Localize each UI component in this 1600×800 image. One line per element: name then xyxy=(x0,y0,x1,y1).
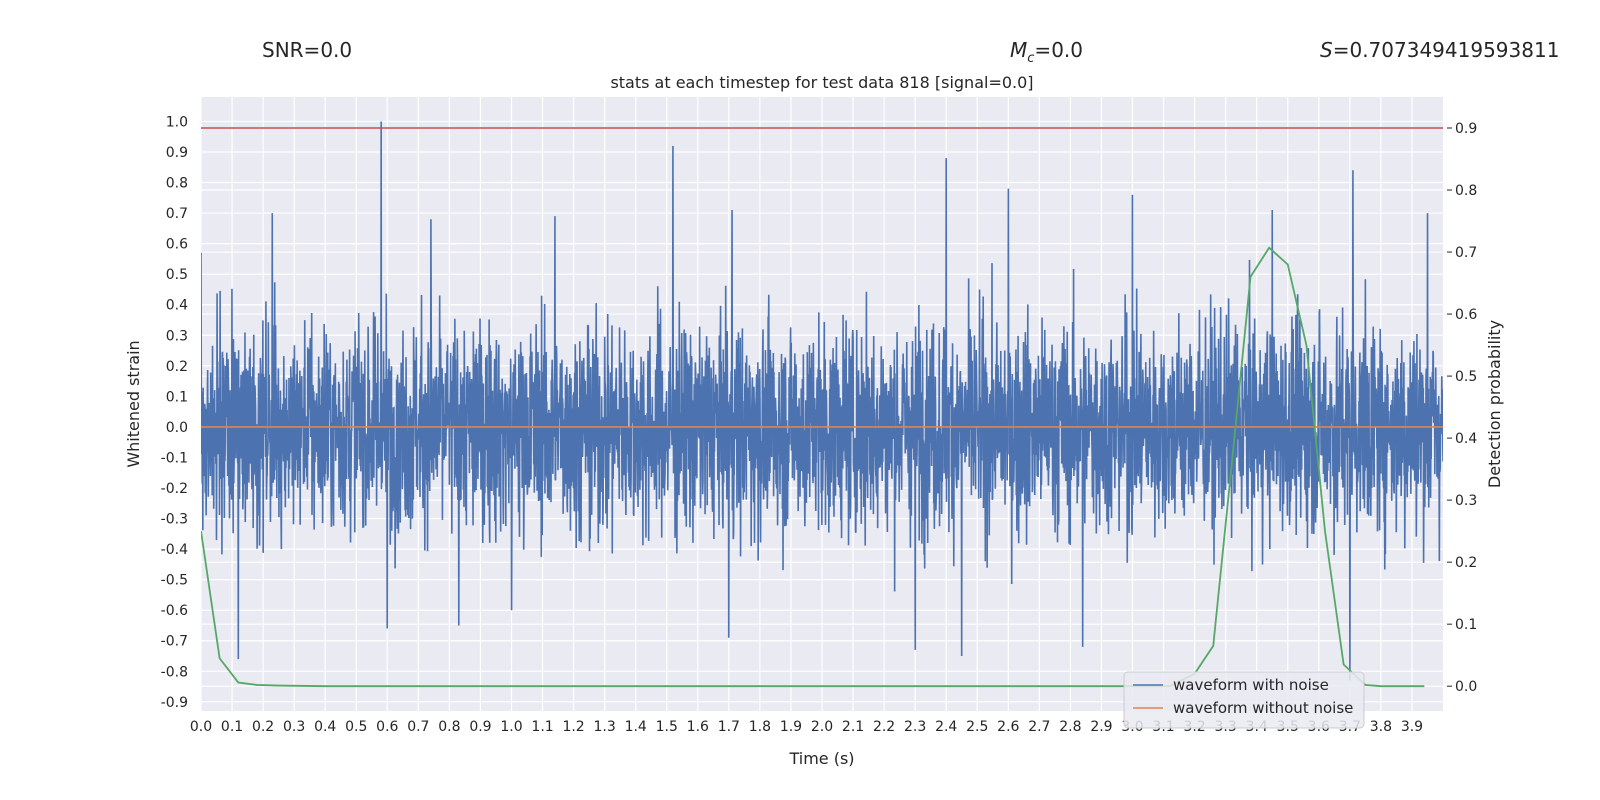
y-tick-label: 0.8 xyxy=(166,176,188,192)
chirp-mass-subscript: c xyxy=(1027,51,1035,66)
y-tick-label: 0.5 xyxy=(166,267,188,283)
legend-box xyxy=(1123,671,1365,729)
y-tick-label: 0.9 xyxy=(166,145,188,161)
y-axis-label: Whitened strain xyxy=(124,340,143,467)
y-tick-label: -0.9 xyxy=(161,695,188,711)
snr-label: SNR= xyxy=(262,38,321,62)
chart-title: stats at each timestep for test data 818… xyxy=(610,73,1033,92)
y-tick-label: 0.0 xyxy=(166,420,188,436)
x-tick-label: 0.4 xyxy=(314,719,336,735)
chirp-mass-symbol: M xyxy=(1010,38,1028,62)
x-tick-label: 1.8 xyxy=(749,719,771,735)
y2-tick-labels: 0.9 0.8 0.7 0.6 0.5 0.4 0.3 0.2 0.1 0.0 xyxy=(1447,121,1477,695)
x-tick-label: 0.0 xyxy=(190,719,212,735)
x-tick-label: 1.3 xyxy=(594,719,616,735)
y2-tick-label: 0.0 xyxy=(1455,679,1477,695)
x-tick-label: 3.8 xyxy=(1370,719,1392,735)
x-tick-label: 1.4 xyxy=(625,719,647,735)
y-tick-label: -0.7 xyxy=(161,634,188,650)
x-tick-label: 0.3 xyxy=(283,719,305,735)
x-tick-label: 0.6 xyxy=(376,719,398,735)
legend-label-noise: waveform with noise xyxy=(1173,676,1329,694)
x-tick-label: 2.1 xyxy=(842,719,864,735)
legend: waveform with noise waveform without noi… xyxy=(1123,671,1365,729)
x-tick-label: 2.7 xyxy=(1028,719,1050,735)
x-tick-label: 2.5 xyxy=(966,719,988,735)
snr-value: 0.0 xyxy=(320,38,353,62)
y-tick-labels: 1.0 0.9 0.8 0.7 0.6 0.5 0.4 0.3 0.2 0.1 0.0 -0.1 -0.… xyxy=(161,114,188,710)
y-tick-label: -0.5 xyxy=(161,573,188,589)
x-tick-label: 1.0 xyxy=(500,719,522,735)
x-tick-label: 0.9 xyxy=(469,719,491,735)
x-tick-label: 1.9 xyxy=(780,719,802,735)
y-tick-label: 0.4 xyxy=(166,298,188,314)
x-tick-label: 0.7 xyxy=(407,719,429,735)
y2-tick-label: 0.6 xyxy=(1455,307,1477,323)
x-tick-label: 1.7 xyxy=(718,719,740,735)
x-tick-label: 1.6 xyxy=(687,719,709,735)
x-tick-label: 2.6 xyxy=(997,719,1019,735)
y2-tick-label: 0.5 xyxy=(1455,369,1477,385)
x-axis-label: Time (s) xyxy=(788,749,854,768)
x-tick-label: 2.9 xyxy=(1090,719,1112,735)
y2-tick-label: 0.3 xyxy=(1455,493,1477,509)
chirp-mass-value: 0.0 xyxy=(1051,38,1083,62)
x-tick-label: 2.3 xyxy=(904,719,926,735)
y-tick-label: -0.8 xyxy=(161,664,188,680)
x-tick-label: 0.1 xyxy=(221,719,243,735)
x-tick-label: 2.2 xyxy=(873,719,895,735)
y-tick-label: 0.6 xyxy=(166,237,188,253)
x-tick-label: 1.5 xyxy=(656,719,678,735)
y-tick-label: 0.7 xyxy=(166,206,188,222)
x-tick-label: 2.8 xyxy=(1059,719,1081,735)
x-tick-label: 0.5 xyxy=(345,719,367,735)
y-tick-label: -0.1 xyxy=(161,450,188,466)
x-tick-label: 0.2 xyxy=(252,719,274,735)
score-symbol: S xyxy=(1320,38,1333,62)
x-tick-label: 1.2 xyxy=(562,719,584,735)
y2-axis-label: Detection probability xyxy=(1485,320,1504,488)
chirp-mass-readout: Mc=0.0 xyxy=(1010,38,1083,66)
y-tick-label: 0.3 xyxy=(166,328,188,344)
y2-tick-label: 0.4 xyxy=(1455,431,1477,447)
y-tick-label: -0.4 xyxy=(161,542,188,558)
x-tick-label: 0.8 xyxy=(438,719,460,735)
score-equals: = xyxy=(1332,38,1350,62)
y2-tick-label: 0.1 xyxy=(1455,617,1477,633)
y-tick-label: -0.3 xyxy=(161,512,188,528)
y2-tick-label: 0.7 xyxy=(1455,245,1477,261)
legend-label-clean: waveform without noise xyxy=(1173,699,1353,717)
y-tick-label: 0.1 xyxy=(166,389,188,405)
y2-tick-label: 0.8 xyxy=(1455,183,1477,199)
y-tick-label: 1.0 xyxy=(166,114,188,130)
score-value: 0.707349419593811 xyxy=(1349,38,1560,62)
y-tick-label: -0.6 xyxy=(161,603,188,619)
score-readout: S=0.707349419593811 xyxy=(1320,38,1559,62)
x-tick-label: 3.9 xyxy=(1401,719,1423,735)
x-tick-label: 1.1 xyxy=(531,719,553,735)
y-tick-label: -0.2 xyxy=(161,481,188,497)
y-tick-label: 0.2 xyxy=(166,359,188,375)
series-waveform-with-noise xyxy=(201,121,1443,681)
y2-tick-label: 0.9 xyxy=(1455,121,1477,137)
plot-series xyxy=(201,121,1443,688)
x-tick-label: 2.4 xyxy=(935,719,957,735)
chirp-mass-equals: = xyxy=(1034,38,1052,62)
y2-tick-label: 0.2 xyxy=(1455,555,1477,571)
snr-readout: SNR=0.0 xyxy=(262,38,352,62)
x-tick-label: 2.0 xyxy=(811,719,833,735)
series-detection-probability xyxy=(201,246,1425,688)
